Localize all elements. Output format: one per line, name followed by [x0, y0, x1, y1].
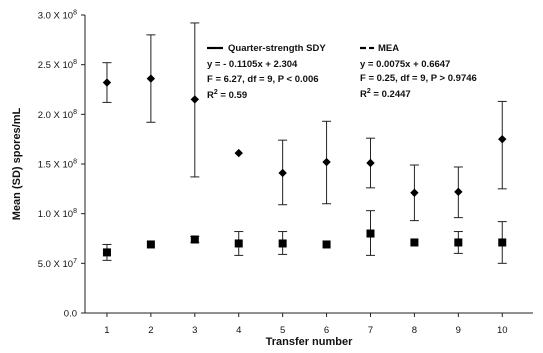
- mea-point: [322, 240, 331, 249]
- mea-point: [498, 238, 507, 247]
- marker-group: [102, 74, 507, 257]
- y-tick-label: 2.0 X 108: [38, 109, 77, 121]
- mea-point: [190, 235, 199, 244]
- sdy-r-squared: R2 = 0.59: [207, 89, 247, 101]
- mea-point: [278, 239, 287, 248]
- sdy-point: [454, 187, 463, 197]
- x-tick-label: 8: [412, 325, 417, 336]
- sdy-stats: F = 6.27, df = 9, P < 0.006: [207, 74, 319, 85]
- x-tick-label: 5: [280, 325, 285, 336]
- x-tick-label: 4: [236, 325, 241, 336]
- sdy-annotation: Quarter-strength SDY y = - 0.1105x + 2.3…: [207, 43, 326, 101]
- mea-legend-label: MEA: [378, 43, 399, 54]
- y-tick-label: 1.5 X 108: [38, 159, 77, 171]
- mea-point: [146, 240, 155, 249]
- y-tick-label: 2.5 X 108: [38, 59, 77, 71]
- sdy-point: [410, 188, 419, 198]
- y-axis-title: Mean (SD) spores/mL: [11, 107, 23, 220]
- x-tick-label: 3: [192, 325, 197, 336]
- mea-point: [366, 229, 375, 238]
- sdy-legend-label: Quarter-strength SDY: [228, 43, 326, 54]
- sdy-point: [366, 158, 375, 168]
- sdy-point: [102, 78, 112, 87]
- sdy-equation: y = - 0.1105x + 2.304: [207, 59, 298, 70]
- sdy-point: [278, 168, 287, 178]
- sdy-point: [498, 134, 507, 144]
- sdy-point: [322, 157, 331, 167]
- mea-point: [234, 239, 243, 248]
- mea-point: [410, 238, 419, 247]
- mea-equation: y = 0.0075x + 0.6647: [360, 59, 450, 70]
- mea-point: [102, 248, 111, 257]
- mea-stats: F = 0.25, df = 9, P > 0.9746: [360, 73, 477, 84]
- sdy-point: [234, 148, 243, 158]
- mea-r-squared: R2 = 0.2447: [360, 88, 411, 100]
- y-tick-label: 3.0 X 108: [38, 10, 77, 22]
- x-tick-label: 2: [148, 325, 153, 336]
- mea-annotation: MEA y = 0.0075x + 0.6647 F = 0.25, df = …: [360, 43, 477, 100]
- y-tick-label: 0.0: [64, 309, 77, 320]
- x-tick-label: 10: [497, 325, 508, 336]
- mea-point: [454, 238, 463, 247]
- x-axis-title: Transfer number: [266, 336, 354, 348]
- x-tick-group: 1 2 3 4 5 6 7 8 9 10: [104, 313, 508, 336]
- y-tick-group: 0.0 5.0 X 107 1.0 X 108 1.5 X 108 2.0 X 108 2…: [38, 10, 85, 320]
- x-tick-label: 7: [368, 325, 373, 336]
- sdy-point: [146, 74, 156, 83]
- x-tick-label: 9: [456, 325, 461, 336]
- x-tick-label: 6: [324, 325, 329, 336]
- x-tick-label: 1: [104, 325, 109, 336]
- sdy-point: [190, 95, 200, 104]
- y-tick-label: 5.0 X 107: [38, 258, 77, 270]
- error-bar-group: [102, 22, 507, 264]
- y-tick-label: 1.0 X 108: [38, 208, 77, 220]
